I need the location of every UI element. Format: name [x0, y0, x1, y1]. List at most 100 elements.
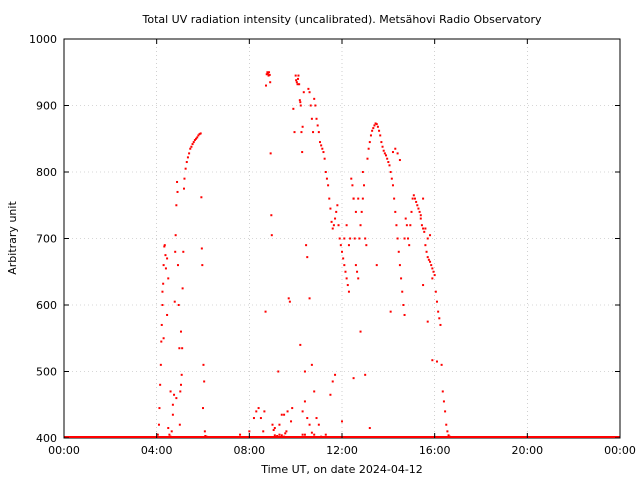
baseline-point: [166, 436, 168, 438]
data-point: [376, 125, 379, 128]
data-point: [272, 429, 275, 432]
data-point: [205, 435, 208, 438]
data-point: [288, 300, 291, 303]
data-point: [402, 304, 405, 306]
baseline-point: [540, 436, 542, 438]
data-point: [337, 224, 340, 227]
data-point: [446, 430, 449, 433]
data-point: [327, 184, 330, 187]
data-point: [364, 237, 367, 240]
baseline-point: [564, 436, 566, 438]
baseline-point: [376, 436, 378, 438]
baseline-point: [380, 436, 382, 438]
data-point: [159, 383, 162, 386]
baseline-point: [232, 436, 234, 438]
baseline-point: [474, 436, 476, 438]
data-point: [157, 423, 160, 426]
data-point: [363, 184, 366, 187]
data-point: [412, 194, 415, 197]
baseline-point: [504, 436, 506, 438]
data-point: [408, 244, 411, 247]
data-point: [320, 144, 323, 147]
data-point: [352, 377, 355, 380]
baseline-point: [304, 436, 306, 438]
baseline-point: [192, 436, 194, 438]
baseline-point: [282, 436, 284, 438]
baseline-point: [534, 436, 536, 438]
data-point: [286, 410, 289, 413]
baseline-point: [606, 436, 608, 438]
baseline-point: [568, 436, 570, 438]
baseline-point: [168, 436, 170, 438]
data-point: [394, 210, 397, 213]
baseline-point: [208, 436, 210, 438]
data-point: [382, 149, 385, 152]
data-point: [365, 244, 368, 247]
baseline-point: [580, 436, 582, 438]
x-tick-label: 20:00: [511, 444, 543, 457]
baseline-point: [460, 436, 462, 438]
baseline-point: [466, 436, 468, 438]
data-point: [162, 282, 165, 285]
data-point: [418, 210, 421, 213]
baseline-point: [120, 436, 122, 438]
baseline-point: [294, 436, 296, 438]
data-point: [299, 101, 302, 104]
baseline-point: [328, 436, 330, 438]
data-point: [277, 370, 280, 373]
baseline-point: [586, 436, 588, 438]
baseline-point: [450, 436, 452, 438]
data-point: [316, 124, 319, 127]
data-point: [325, 177, 328, 180]
baseline-point: [152, 436, 154, 438]
baseline-point: [496, 436, 498, 438]
baseline-point: [94, 436, 96, 438]
data-points: [156, 71, 451, 438]
baseline-point: [536, 436, 538, 438]
baseline-point: [550, 436, 552, 438]
data-point: [369, 134, 372, 137]
baseline-point: [446, 436, 448, 438]
data-point: [178, 423, 181, 426]
baseline-point: [256, 436, 258, 438]
baseline-point: [538, 436, 540, 438]
baseline-point: [68, 436, 70, 438]
data-point: [341, 250, 343, 253]
baseline-point: [306, 436, 308, 438]
data-point: [306, 256, 309, 259]
grid: [64, 39, 620, 438]
data-point: [444, 410, 447, 413]
data-point: [398, 159, 401, 162]
data-point: [310, 431, 313, 434]
data-point: [383, 152, 386, 155]
data-point: [346, 284, 349, 287]
data-point: [375, 123, 378, 126]
data-point: [403, 237, 406, 240]
y-tick-label: 800: [36, 166, 57, 179]
data-point: [410, 210, 413, 213]
data-point: [429, 260, 432, 263]
data-point: [175, 397, 178, 400]
data-point: [159, 363, 162, 366]
baseline-point: [468, 436, 470, 438]
baseline-point: [512, 436, 514, 438]
baseline-point: [268, 436, 270, 438]
data-point: [300, 131, 303, 134]
data-point: [354, 210, 357, 213]
data-point: [416, 204, 419, 207]
data-point: [387, 161, 390, 164]
data-point: [374, 122, 377, 125]
baseline-point: [390, 436, 392, 438]
data-point: [266, 71, 269, 74]
data-point: [200, 247, 203, 250]
data-point: [321, 147, 324, 150]
data-point: [285, 430, 288, 433]
data-point: [435, 300, 438, 303]
baseline-point: [454, 436, 456, 438]
y-axis-ticks: 400 500 600 700 800 900 1000: [29, 33, 620, 445]
baseline-point: [348, 436, 350, 438]
y-tick-label: 600: [36, 299, 57, 312]
baseline-point: [148, 436, 150, 438]
baseline-point: [160, 436, 162, 438]
data-point: [336, 204, 339, 207]
